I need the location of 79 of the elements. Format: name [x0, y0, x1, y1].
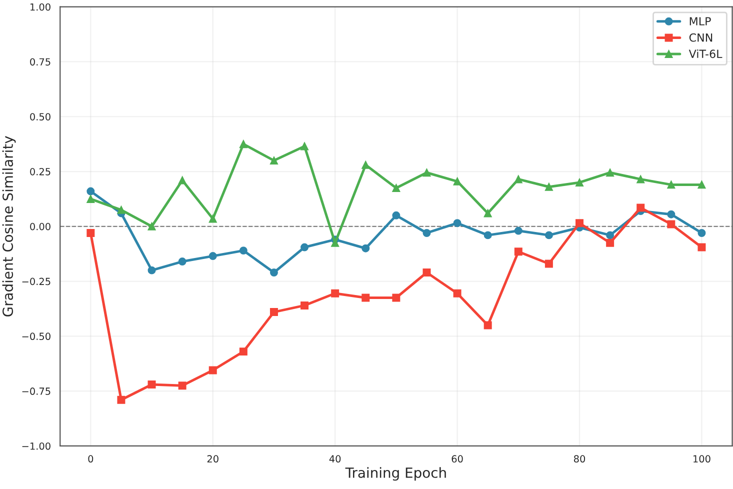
point	[422, 168, 431, 177]
y-tick-label: 0.00	[30, 222, 50, 230]
point	[117, 206, 126, 214]
legend-label: CNN	[689, 33, 712, 42]
point	[667, 210, 676, 218]
point	[606, 238, 614, 247]
point	[698, 180, 706, 189]
y-tick-label: −1.00	[22, 442, 50, 450]
y-tick-label: 1.00	[30, 3, 50, 11]
point	[698, 229, 706, 237]
point	[300, 243, 309, 252]
legend-label: ViT-6L	[688, 49, 722, 58]
point	[698, 243, 706, 252]
y-tick-label: −0.75	[22, 388, 50, 395]
point	[544, 231, 553, 240]
point	[270, 156, 278, 165]
point	[544, 260, 553, 268]
point	[86, 229, 95, 237]
point	[392, 294, 400, 302]
point	[86, 194, 95, 203]
point	[300, 301, 309, 310]
x-tick-label: 100	[694, 455, 710, 463]
point	[514, 175, 522, 184]
x-axis-title: Training Epoch	[345, 467, 446, 481]
point	[178, 258, 186, 266]
y-axis-title: Gradient Cosine Similarity	[2, 136, 16, 316]
point	[667, 180, 676, 189]
point	[148, 380, 156, 388]
point	[544, 182, 553, 191]
point	[392, 211, 400, 220]
x-tick-label: 40	[329, 455, 341, 463]
point	[331, 289, 340, 298]
point	[86, 187, 95, 196]
point	[208, 252, 217, 260]
point	[606, 231, 614, 240]
point	[239, 246, 248, 255]
legend-label: MLP	[690, 17, 711, 26]
point	[362, 160, 370, 169]
point	[422, 229, 431, 237]
point	[362, 294, 370, 302]
point	[484, 209, 492, 218]
point	[148, 222, 156, 230]
point	[606, 168, 614, 177]
point	[453, 219, 462, 228]
point	[331, 238, 340, 247]
y-tick-label: −0.25	[22, 278, 50, 286]
point	[392, 184, 400, 192]
point	[453, 289, 462, 298]
point	[208, 214, 217, 223]
y-tick-label: 0.50	[30, 113, 50, 120]
point	[270, 268, 278, 277]
point	[484, 231, 492, 240]
point	[514, 226, 522, 235]
y-tick-label: −0.50	[22, 332, 50, 340]
point	[636, 204, 645, 212]
x-tick-label: 20	[207, 455, 218, 463]
point	[148, 266, 156, 274]
point	[484, 321, 492, 330]
point	[362, 244, 370, 252]
y-tick-label: 0.25	[30, 168, 50, 176]
point	[422, 268, 431, 277]
point	[270, 308, 278, 316]
point	[453, 177, 462, 186]
point	[300, 142, 309, 150]
point	[514, 248, 522, 256]
point	[208, 366, 217, 374]
point	[239, 348, 248, 356]
point	[667, 220, 676, 228]
point	[178, 176, 186, 184]
point	[636, 175, 645, 184]
point	[117, 396, 126, 404]
x-tick-label: 0	[88, 455, 94, 463]
x-tick-label: 80	[574, 455, 586, 463]
point	[178, 382, 186, 390]
point	[239, 140, 248, 148]
x-tick-label: 60	[452, 455, 463, 463]
y-tick-label: 0.75	[30, 58, 50, 66]
point	[576, 178, 584, 186]
point	[576, 219, 584, 228]
